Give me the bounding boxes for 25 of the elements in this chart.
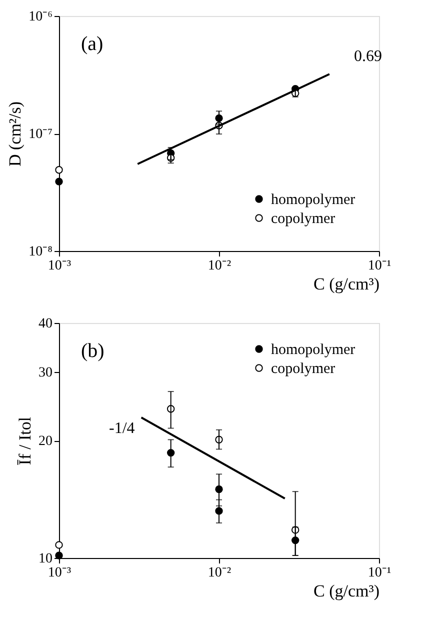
y-tick-label: 10⁻⁷ [28, 127, 53, 142]
annotation: (a) [81, 33, 104, 55]
y-tick-label: 10⁻⁸ [28, 244, 53, 260]
x-tick-label: 10⁻³ [48, 258, 72, 274]
x-tick-label: 10⁻¹ [368, 566, 392, 580]
y-tick-label: 10 [38, 552, 52, 566]
x-axis-title: C (g/cm³) [314, 274, 380, 294]
annotation: 0.69 [354, 48, 382, 65]
legend-label: copolymer [271, 211, 336, 227]
annotation: (b) [81, 340, 104, 362]
x-tick-label: 10⁻² [208, 258, 232, 274]
x-tick-label: 10⁻¹ [368, 258, 392, 274]
x-tick-label: 10⁻³ [48, 566, 72, 580]
y-axis-title: D (cm²/s) [6, 101, 25, 167]
y-tick-label: 10⁻⁶ [28, 10, 53, 24]
y-axis-title: Īf / Itol [16, 416, 34, 466]
legend-label: homopolymer [271, 342, 356, 358]
legend-label: homopolymer [271, 192, 356, 208]
annotation: -1/4 [109, 420, 135, 437]
legend-label: copolymer [271, 361, 336, 377]
y-tick-label: 40 [38, 316, 52, 332]
x-axis-title: C (g/cm³) [314, 582, 380, 600]
y-tick-label: 30 [38, 365, 52, 380]
y-tick-label: 20 [38, 434, 52, 449]
x-tick-label: 10⁻² [208, 566, 232, 580]
